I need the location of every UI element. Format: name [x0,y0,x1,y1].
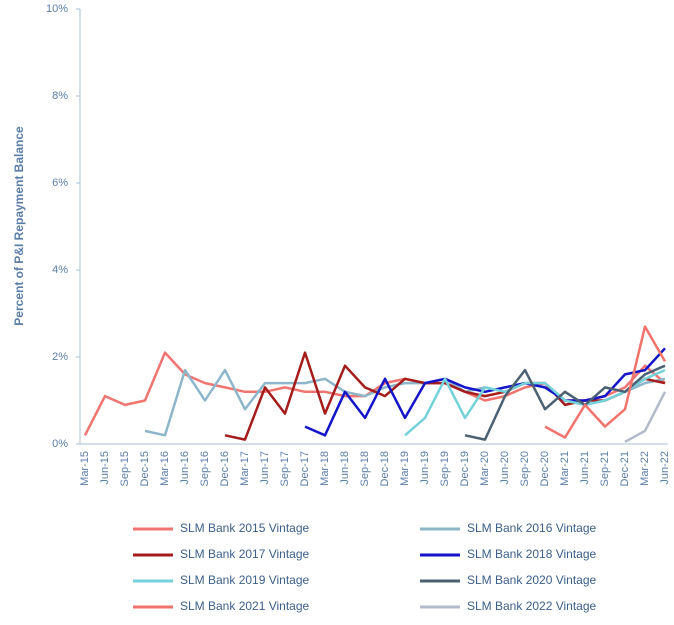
x-tick-label: Dec-21 [619,451,631,486]
x-tick-label: Mar-16 [159,451,171,486]
legend: SLM Bank 2015 Vintage SLM Bank 2016 Vinta… [133,521,597,613]
legend-label: SLM Bank 2017 Vintage [180,547,310,561]
x-tick-label: Jun-15 [99,451,111,485]
x-tick-label: Sep-19 [439,451,451,486]
x-tick-label: Jun-18 [339,451,351,485]
series-line [544,325,667,439]
series-line [83,351,666,436]
series-line [224,351,666,441]
series-line [404,368,666,437]
x-tick-label: Mar-22 [639,451,651,486]
x-tick-label: Jun-22 [659,451,671,485]
y-tick-label: 4% [52,264,68,276]
x-tick-label: Dec-15 [139,451,151,486]
x-tick-label: Sep-21 [599,451,611,486]
y-tick-label: 10% [46,3,68,15]
x-tick-label: Jun-19 [419,451,431,485]
legend-label: SLM Bank 2015 Vintage [180,521,310,535]
x-tick-label: Dec-18 [379,451,391,486]
legend-label: SLM Bank 2022 Vintage [467,599,597,613]
legend-label: SLM Bank 2019 Vintage [180,573,310,587]
legend-label: SLM Bank 2016 Vintage [467,521,597,535]
x-tick-label: Sep-16 [199,451,211,486]
x-tick-label: Mar-21 [559,451,571,486]
x-tick-label: Mar-18 [319,451,331,486]
x-tick-label: Dec-17 [299,451,311,486]
y-tick-label: 8% [52,90,68,102]
x-tick-label: Mar-20 [479,451,491,486]
x-tick-label: Dec-20 [539,451,551,486]
y-tick-label: 2% [52,351,68,363]
x-tick-label: Sep-20 [519,451,531,486]
x-tick-label: Jun-16 [179,451,191,485]
x-tick-label: Jun-21 [579,451,591,485]
legend-label: SLM Bank 2018 Vintage [467,547,597,561]
legend-label: SLM Bank 2020 Vintage [467,573,597,587]
x-tick-label: Mar-17 [239,451,251,486]
x-tick-label: Dec-16 [219,451,231,486]
legend-label: SLM Bank 2021 Vintage [180,599,310,613]
x-tick-label: Sep-17 [279,451,291,486]
x-tick-label: Jun-17 [259,451,271,485]
y-tick-label: 6% [52,177,68,189]
y-tick-label: 0% [52,438,68,450]
x-tick-label: Jun-20 [499,451,511,485]
x-tick-label: Sep-18 [359,451,371,486]
x-tick-label: Dec-19 [459,451,471,486]
series-line [304,347,666,437]
x-tick-label: Mar-19 [399,451,411,486]
x-tick-label: Mar-15 [79,451,91,486]
series-line [624,391,667,443]
y-axis-label: Percent of P&I Repayment Balance [12,126,26,326]
x-tick-label: Sep-15 [119,451,131,486]
